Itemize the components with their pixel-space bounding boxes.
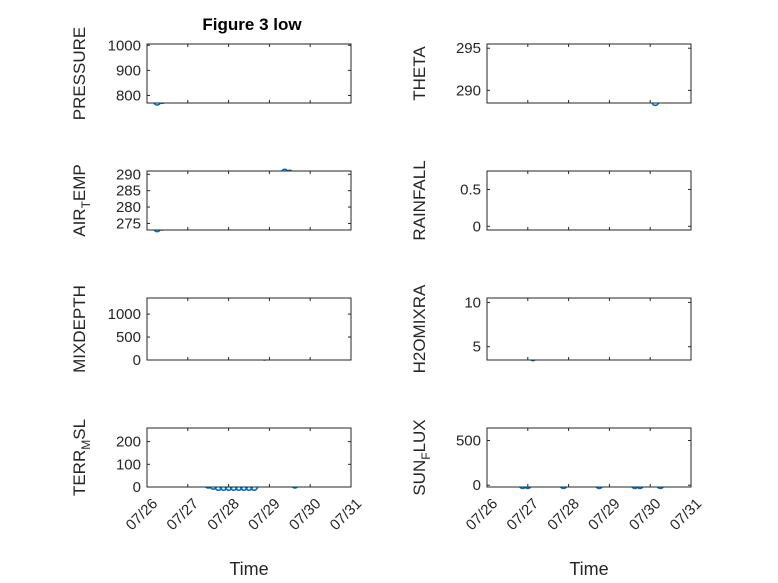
y-tick-label: 200 xyxy=(116,434,141,451)
y-axis-label: MIXDEPTH xyxy=(70,285,89,373)
panel-theta: 290 295 THETA xyxy=(410,40,692,107)
y-tick-label: 290 xyxy=(456,82,481,99)
y-tick-label: 500 xyxy=(456,433,481,450)
x-tick-label: 07/27 xyxy=(503,495,542,534)
y-axis-label-part: EMP xyxy=(70,164,89,201)
y-tick-label: 5 xyxy=(473,339,481,356)
y-tick-label: 1000 xyxy=(108,306,141,323)
axes-box xyxy=(146,297,352,361)
y-tick-label: 0 xyxy=(133,479,141,496)
x-tick-label: 07/28 xyxy=(544,495,583,534)
y-axis-label: THETA xyxy=(410,46,429,101)
axes-box xyxy=(486,427,692,488)
axes-box xyxy=(146,170,352,231)
panel-terr-msl: 0 100 200 07/26 07/27 07/28 07/29 07/30 07/31 TER… xyxy=(70,419,365,579)
y-tick-label: 800 xyxy=(116,87,141,104)
y-tick-label: 10 xyxy=(464,294,481,311)
x-axis-label: Time xyxy=(229,559,268,579)
figure-title: Figure 3 low xyxy=(202,15,302,34)
panel-h2omixra: 5 10 H2OMIXRA xyxy=(410,284,692,373)
axes-box xyxy=(486,170,692,231)
y-axis-label: AIRTEMP xyxy=(70,164,93,237)
y-tick-label: 500 xyxy=(116,329,141,346)
y-axis-label: RAINFALL xyxy=(410,160,429,240)
x-tick-label: 07/29 xyxy=(585,495,624,534)
y-axis-label-part: SL xyxy=(70,419,89,440)
y-tick-label: 280 xyxy=(116,199,141,216)
x-tick-label: 07/26 xyxy=(463,495,502,534)
y-tick-label: 0 xyxy=(473,477,481,494)
y-axis-label-part: SUN xyxy=(410,460,429,496)
x-tick-label: 07/31 xyxy=(667,495,706,534)
panel-sun-flux: 0 500 07/26 07/27 07/28 07/29 07/30 07/31 SUNFLU… xyxy=(410,419,705,579)
x-tick-label: 07/30 xyxy=(286,495,325,534)
panel-pressure: 800 900 1000 PRESSURE xyxy=(70,27,352,121)
y-tick-label: 1000 xyxy=(108,37,141,54)
axes-box xyxy=(146,43,352,104)
y-axis-label: PRESSURE xyxy=(70,27,89,121)
y-axis-label: SUNFLUX xyxy=(410,419,433,495)
y-axis-label-subscript: T xyxy=(79,200,93,208)
x-tick-label: 07/26 xyxy=(123,495,162,534)
y-axis-label-subscript: F xyxy=(419,452,433,459)
y-axis-label-part: AIR xyxy=(70,208,89,236)
y-tick-label: 0.5 xyxy=(460,181,481,198)
panel-mixdepth: 0 500 1000 MIXDEPTH xyxy=(70,285,352,373)
x-tick-label: 07/30 xyxy=(626,495,665,534)
x-tick-label: 07/29 xyxy=(245,495,284,534)
panel-rainfall: 0 0.5 RAINFALL xyxy=(410,160,692,241)
x-tick-label: 07/28 xyxy=(204,495,243,534)
y-axis-label: H2OMIXRA xyxy=(410,284,429,373)
y-tick-label: 100 xyxy=(116,456,141,473)
x-axis-label: Time xyxy=(569,559,608,579)
y-tick-label: 285 xyxy=(116,183,141,200)
x-tick-label: 07/27 xyxy=(163,495,202,534)
y-tick-label: 0 xyxy=(133,352,141,369)
y-tick-label: 0 xyxy=(473,218,481,235)
axes-box xyxy=(486,43,692,104)
y-axis-label-subscript: M xyxy=(79,440,93,450)
axes-box xyxy=(146,427,352,488)
y-tick-label: 900 xyxy=(116,62,141,79)
y-axis-label-part: TERR xyxy=(70,450,89,496)
y-tick-label: 295 xyxy=(456,40,481,57)
x-tick-label: 07/31 xyxy=(327,495,366,534)
y-axis-label-part: LUX xyxy=(410,419,429,452)
axes-box xyxy=(486,297,692,361)
y-axis-label: TERRMSL xyxy=(70,419,93,496)
y-tick-label: 290 xyxy=(116,166,141,183)
y-tick-label: 275 xyxy=(116,215,141,232)
